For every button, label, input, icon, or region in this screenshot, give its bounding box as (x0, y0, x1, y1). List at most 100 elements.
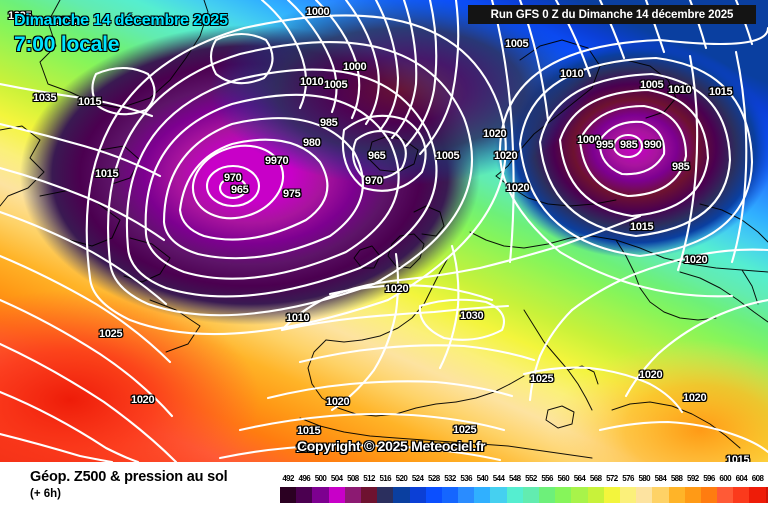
colorbar-tick: 500 (314, 474, 327, 483)
colorbar-swatch[interactable] (749, 487, 766, 503)
colorbar-swatch[interactable] (360, 487, 378, 503)
colorbar-swatch[interactable] (393, 487, 410, 503)
colorbar-tick: 524 (411, 474, 424, 483)
isobar-label: 1010 (560, 68, 584, 80)
colorbar-swatch[interactable] (636, 487, 653, 503)
colorbar-tick: 516 (379, 474, 391, 483)
colorbar-swatch[interactable] (684, 487, 701, 503)
colorbar-swatch[interactable] (603, 487, 620, 503)
colorbar-tick: 564 (573, 474, 586, 483)
colorbar-swatch[interactable] (409, 487, 426, 503)
isobar-label: 1015 (78, 96, 102, 108)
colorbar-swatch[interactable] (539, 487, 556, 503)
isobar-label: 1025 (453, 424, 477, 436)
colorbar-swatch[interactable] (571, 487, 588, 503)
isobar-label: 1020 (131, 394, 155, 406)
valid-date-label: Dimanche 14 décembre 2025 (14, 12, 228, 29)
colorbar-swatch[interactable] (555, 487, 572, 503)
colorbar-swatch[interactable] (652, 487, 669, 503)
isobar-label: 1010 (286, 312, 310, 324)
isobar-label: 1015 (709, 86, 733, 98)
colorbar-tick-labels: 492 496 500 504 508 512 516 520 524 528 532 536 540 5… (280, 474, 768, 486)
isobar-layer (0, 0, 768, 462)
colorbar-swatch[interactable] (733, 487, 750, 503)
colorbar-tick: 588 (670, 474, 683, 483)
isobar-label: 1020 (683, 392, 707, 404)
colorbar-tick: 560 (557, 474, 570, 483)
isobar-label: 1020 (684, 254, 708, 266)
isobar-label: 1005 (640, 79, 664, 91)
isobar-label: 985 (320, 117, 338, 129)
weather-map[interactable]: 1025 1020 1000 1005 1010 1005 1010 1015 1035 1015… (0, 0, 768, 462)
isobar-label: 1025 (99, 328, 123, 340)
colorbar-tick: 584 (654, 474, 667, 483)
colorbar-tick: 576 (622, 474, 634, 483)
colorbar-swatch[interactable] (328, 487, 345, 503)
valid-time-label: 7:00 locale (14, 33, 120, 56)
colorbar-tick: 552 (525, 474, 537, 483)
colorbar-tick: 492 (282, 474, 294, 483)
colorbar-swatch[interactable] (522, 487, 539, 503)
isobar-label: 1010 (300, 76, 324, 88)
colorbar-swatch[interactable] (474, 487, 491, 503)
isobar-label: 1035 (33, 92, 57, 104)
colorbar-swatch[interactable] (619, 487, 637, 503)
isobar-label: 1005 (324, 79, 348, 91)
colorbar-swatch[interactable] (668, 487, 685, 503)
isobar-label: 990 (644, 139, 662, 151)
colorbar-swatch[interactable] (377, 487, 394, 503)
isobar-label: 1000 (577, 134, 601, 146)
colorbar-swatch[interactable] (441, 487, 459, 503)
colorbar-swatch[interactable] (765, 487, 768, 503)
colorbar-swatch[interactable] (425, 487, 442, 503)
isobar-label: 980 (303, 137, 321, 149)
colorbar-tick: 508 (347, 474, 359, 483)
colorbar-swatch[interactable] (312, 487, 329, 503)
isobar-label: 965 (368, 150, 386, 162)
colorbar-tick: 532 (444, 474, 456, 483)
model-run-label: Run GFS 0 Z du Dimanche 14 décembre 2025 (490, 8, 734, 21)
isobar-label: 1015 (297, 425, 321, 437)
isobar-label: 970 (365, 175, 383, 187)
colorbar-swatch[interactable] (490, 487, 507, 503)
isobar-label: 1010 (296, 443, 320, 455)
colorbar-swatch[interactable] (344, 487, 361, 503)
colorbar-tick: 592 (687, 474, 699, 483)
colorbar-swatch[interactable] (296, 487, 313, 503)
map-canvas (0, 0, 768, 462)
colorbar-tick: 512 (363, 474, 375, 483)
isobar-label: 1000 (306, 6, 330, 18)
colorbar-tick: 568 (589, 474, 602, 483)
colorbar-tick: 496 (298, 474, 311, 483)
colorbar-tick: 540 (476, 474, 489, 483)
isobar-label: 1005 (436, 150, 460, 162)
colorbar-tick: 520 (395, 474, 408, 483)
isobar-label: 985 (620, 139, 638, 151)
colorbar[interactable] (280, 487, 768, 503)
isobar-label: 1015 (630, 221, 654, 233)
colorbar-tick: 608 (751, 474, 764, 483)
colorbar-tick: 572 (606, 474, 618, 483)
colorbar-swatch[interactable] (458, 487, 475, 503)
colorbar-tick: 504 (330, 474, 343, 483)
isobar-label: 1030 (460, 310, 484, 322)
forecast-hour-label: (+ 6h) (30, 488, 61, 500)
isobar-label: 1015 (95, 168, 119, 180)
isobar-label: 1020 (326, 396, 350, 408)
colorbar-tick: 556 (541, 474, 553, 483)
colorbar-tick: 600 (719, 474, 731, 483)
colorbar-tick: 548 (508, 474, 521, 483)
colorbar-swatch[interactable] (700, 487, 718, 503)
isobar-label: 985 (672, 161, 690, 173)
isobar-label: 1020 (483, 128, 507, 140)
colorbar-tick: 536 (460, 474, 472, 483)
isobar-label: 1020 (506, 182, 530, 194)
isobar-label: 965 (231, 184, 249, 196)
colorbar-swatch[interactable] (506, 487, 523, 503)
isobar-label: 1025 (530, 373, 554, 385)
colorbar-swatch[interactable] (587, 487, 604, 503)
colorbar-swatch[interactable] (717, 487, 734, 503)
colorbar-swatch[interactable] (280, 487, 297, 503)
isobar-label: 1020 (494, 150, 518, 162)
